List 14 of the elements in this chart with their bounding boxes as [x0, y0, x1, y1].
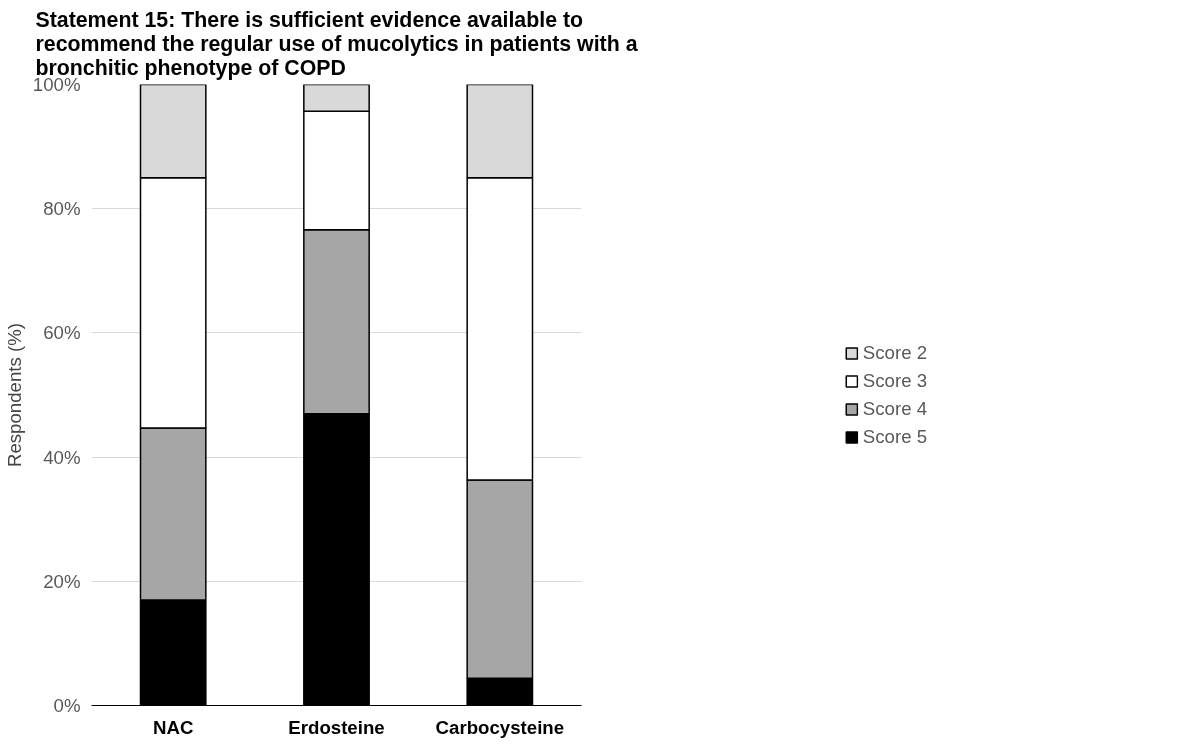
y-tick-label: 20%	[43, 570, 81, 592]
y-tick-label: 80%	[43, 198, 81, 220]
y-axis-title: Respondents (%)	[3, 322, 25, 468]
x-tick-label: Carbocysteine	[435, 716, 565, 738]
y-tick-label: 100%	[32, 74, 81, 95]
legend-label: Score 3	[862, 369, 928, 392]
legend-label: Score 5	[862, 425, 928, 448]
y-tick-label: 60%	[43, 322, 81, 344]
x-tick-label: NAC	[152, 716, 194, 738]
y-tick-label: 0%	[53, 695, 81, 716]
x-tick-label: Erdosteine	[288, 716, 385, 738]
legend-label: Score 4	[862, 397, 928, 420]
y-tick-label: 40%	[43, 446, 81, 468]
legend-label: Score 2	[862, 341, 928, 364]
